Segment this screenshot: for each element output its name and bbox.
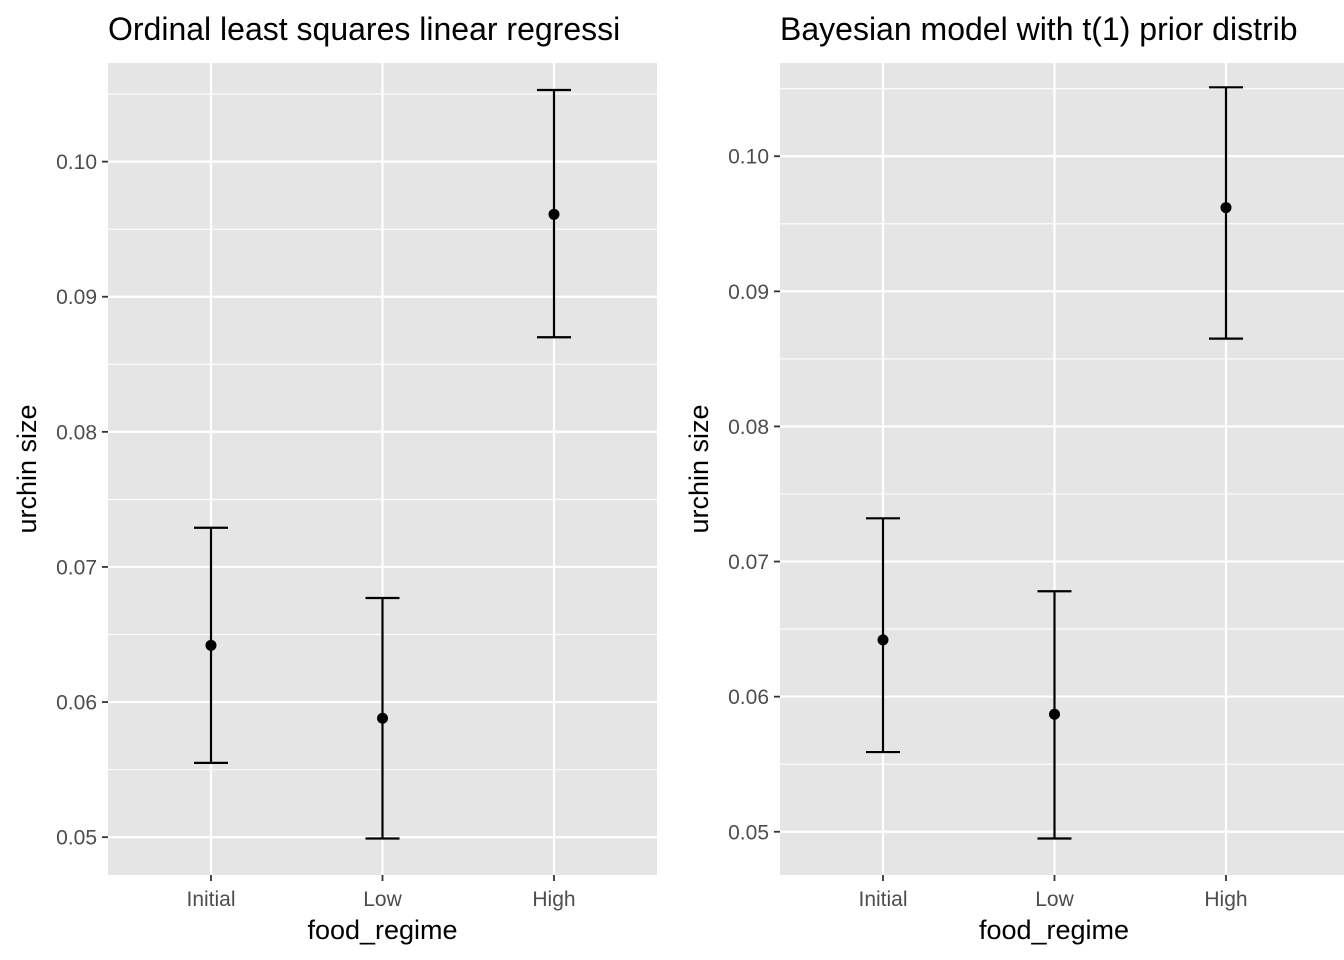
- estimate-point: [1049, 708, 1060, 720]
- data-marks: [866, 86, 1243, 840]
- chart-panel-ols: Ordinal least squares linear regressi 0.…: [12, 11, 657, 945]
- y-tick-label: 0.08: [728, 416, 769, 439]
- y-tick-label: 0.08: [56, 421, 97, 444]
- y-tick-label: 0.10: [728, 146, 769, 169]
- y-tick-label: 0.06: [728, 686, 769, 709]
- y-tick-label: 0.07: [56, 556, 97, 579]
- axis-ticks: 0.05 0.06 0.07 0.08 0.09 0.10 Initial Low High: [728, 146, 1247, 911]
- y-tick-label: 0.09: [56, 286, 97, 309]
- data-marks: [194, 88, 571, 840]
- plot-background: [780, 63, 1344, 875]
- x-axis-title: food_regime: [307, 915, 457, 945]
- y-axis-title: urchin size: [684, 404, 714, 533]
- y-tick-label: 0.07: [728, 551, 769, 574]
- x-tick-label: Low: [1035, 888, 1074, 911]
- y-axis-title: urchin size: [12, 404, 42, 533]
- chart-title: Ordinal least squares linear regressi: [108, 11, 620, 47]
- x-tick-label: High: [1204, 888, 1247, 911]
- estimate-point: [205, 639, 217, 651]
- x-tick-label: Initial: [858, 888, 907, 911]
- x-tick-label: High: [532, 888, 575, 911]
- x-tick-label: Initial: [186, 888, 235, 911]
- x-tick-label: Low: [363, 888, 402, 911]
- estimate-point: [877, 634, 889, 646]
- y-tick-label: 0.05: [56, 827, 97, 850]
- estimate-point: [1220, 202, 1232, 214]
- x-axis-title: food_regime: [979, 915, 1129, 945]
- y-tick-label: 0.09: [728, 281, 769, 304]
- chart-title: Bayesian model with t(1) prior distrib: [780, 11, 1298, 47]
- grid-lines: [108, 63, 657, 875]
- y-tick-label: 0.05: [728, 821, 769, 844]
- axis-ticks: 0.05 0.06 0.07 0.08 0.09 0.10 Initial Low High: [56, 151, 575, 911]
- chart-panel-bayesian: Bayesian model with t(1) prior distrib 0…: [684, 11, 1344, 945]
- y-tick-label: 0.10: [56, 151, 97, 174]
- y-tick-label: 0.06: [56, 692, 97, 715]
- estimate-point: [377, 712, 388, 724]
- estimate-point: [548, 208, 560, 220]
